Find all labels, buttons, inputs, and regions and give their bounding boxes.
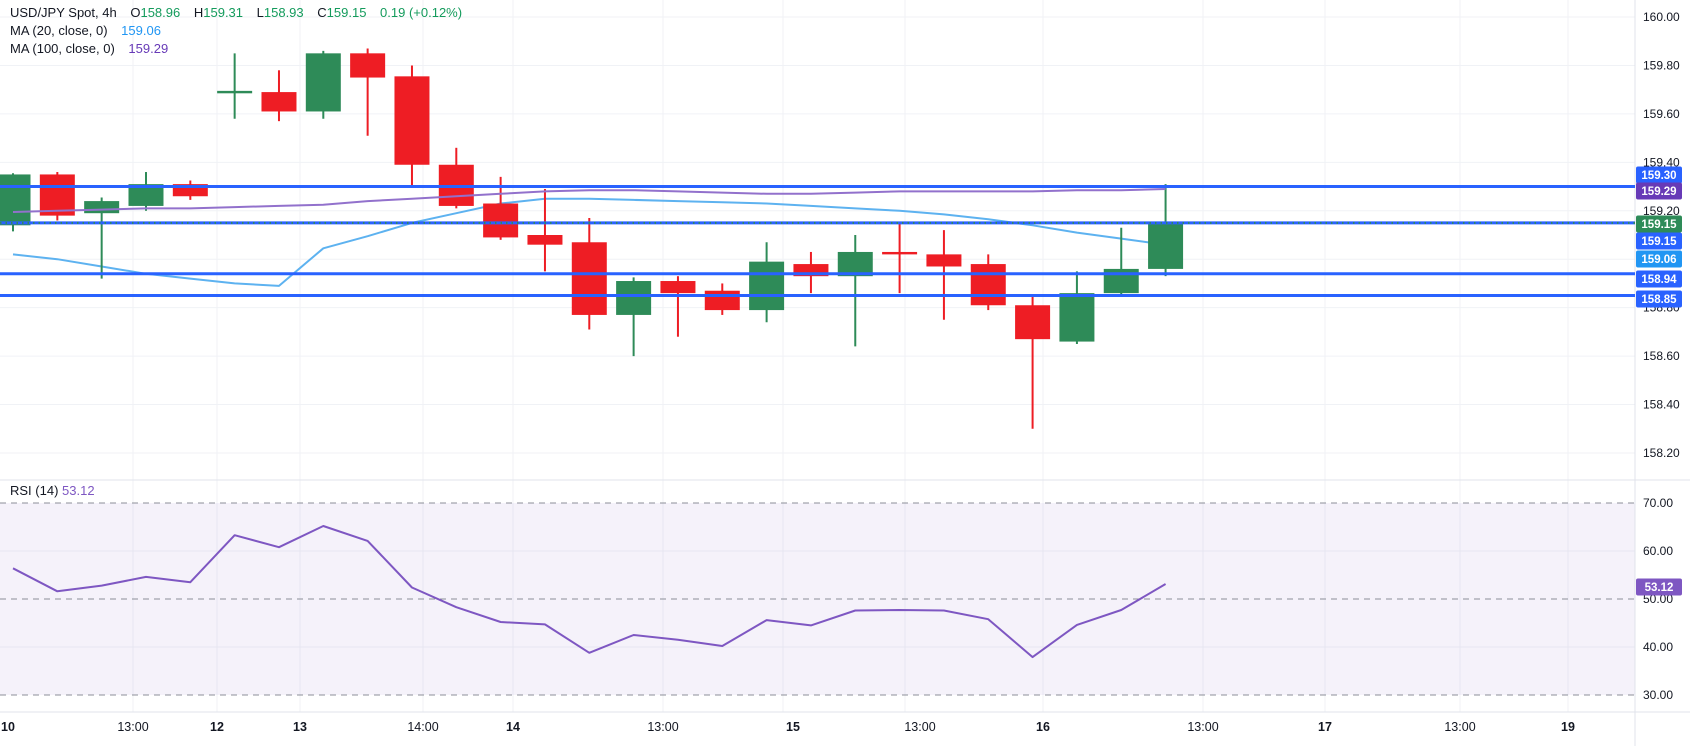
price-axis[interactable] (1635, 0, 1690, 712)
time-axis-label: 13:00 (117, 720, 148, 734)
price-axis-tick: 160.00 (1643, 10, 1680, 24)
candle[interactable] (350, 53, 386, 78)
open-label: O (130, 5, 141, 20)
rsi-line[interactable] (12, 525, 1167, 659)
axis-price-badge (1636, 166, 1682, 184)
candle[interactable] (128, 184, 164, 206)
candle[interactable] (261, 92, 297, 112)
price-axis-tick: 159.60 (1643, 107, 1680, 121)
low-label: L (256, 5, 264, 20)
axis-price-badge-text: 159.15 (1641, 236, 1677, 248)
rsi-axis-tick: 40.00 (1643, 640, 1673, 654)
ma100-line[interactable] (12, 188, 1166, 213)
candle[interactable] (749, 261, 785, 311)
candle[interactable] (305, 53, 341, 112)
axis-price-badge-text: 158.94 (1641, 274, 1677, 286)
axis-price-badge (1636, 250, 1682, 268)
axis-price-badge (1636, 578, 1682, 596)
candle[interactable] (616, 281, 652, 315)
axis-price-badge (1636, 290, 1682, 308)
time-axis-label: 15 (786, 720, 800, 734)
axis-price-badge-text: 159.30 (1641, 170, 1676, 182)
time-axis-label: 13:00 (1187, 720, 1218, 734)
candle[interactable] (882, 251, 918, 255)
rsi-legend[interactable]: RSI (14) 53.12 (10, 483, 95, 498)
change-value: 0.19 (+0.12%) (380, 5, 463, 20)
time-axis-label: 17 (1318, 720, 1332, 734)
candle[interactable] (926, 254, 962, 267)
time-axis-label: 14:00 (407, 720, 438, 734)
high-value: 159.31 (203, 5, 244, 20)
axis-price-badge (1636, 215, 1682, 233)
rsi-axis-tick: 60.00 (1643, 544, 1673, 558)
high-label: H (193, 5, 204, 20)
axis-price-badge-text: 159.06 (1641, 254, 1676, 266)
rsi-axis-tick: 30.00 (1643, 688, 1673, 702)
rsi-label: RSI (14) (10, 483, 59, 498)
candle[interactable] (1148, 222, 1184, 269)
candle[interactable] (0, 174, 31, 226)
axis-price-badge (1636, 182, 1682, 200)
time-axis-label: 14 (506, 720, 520, 734)
candle[interactable] (1015, 305, 1051, 340)
axis-price-badge (1636, 232, 1682, 250)
candle[interactable] (660, 281, 696, 294)
price-axis-tick: 158.20 (1643, 446, 1680, 460)
axis-price-badge-text: 158.85 (1641, 294, 1677, 306)
time-axis-label: 19 (1561, 720, 1575, 734)
ma100-row[interactable]: MA (100, close, 0) 159.29 (10, 40, 462, 58)
candle[interactable] (217, 90, 253, 94)
open-value: 158.96 (140, 5, 181, 20)
symbol-legend: USD/JPY Spot, 4h O158.96 H159.31 L158.93… (10, 4, 462, 58)
price-axis-tick: 159.20 (1643, 204, 1680, 218)
ma100-label: MA (100, close, 0) (10, 41, 115, 56)
ma20-line[interactable] (12, 197, 1166, 287)
low-value: 158.93 (263, 5, 304, 20)
candle[interactable] (483, 203, 519, 238)
ma100-value: 159.29 (128, 41, 169, 56)
time-axis-label: 10 (1, 720, 15, 734)
time-axis-label: 13:00 (904, 720, 935, 734)
price-axis-tick: 159.40 (1643, 155, 1680, 169)
candle[interactable] (39, 174, 75, 216)
candle[interactable] (527, 235, 563, 245)
candle[interactable] (970, 264, 1006, 306)
axis-price-badge (1636, 270, 1682, 288)
candle[interactable] (84, 201, 120, 214)
time-axis[interactable] (0, 712, 1690, 746)
axis-price-badge-text: 159.15 (1641, 219, 1677, 231)
time-axis-label: 13:00 (1444, 720, 1475, 734)
time-axis-label: 13:00 (647, 720, 678, 734)
time-axis-label: 12 (210, 720, 224, 734)
rsi-axis-tick: 70.00 (1643, 496, 1673, 510)
ma20-value: 159.06 (121, 23, 161, 38)
axis-price-badge-text: 53.12 (1645, 582, 1674, 594)
price-axis-tick: 158.60 (1643, 349, 1680, 363)
candle[interactable] (704, 290, 740, 311)
price-axis-tick: 159.80 (1643, 58, 1680, 72)
candle[interactable] (394, 76, 430, 165)
symbol-row[interactable]: USD/JPY Spot, 4h O158.96 H159.31 L158.93… (10, 4, 462, 22)
close-label: C (317, 5, 327, 20)
time-axis-label: 16 (1036, 720, 1050, 734)
close-value: 159.15 (326, 5, 367, 20)
price-axis-tick: 158.40 (1643, 398, 1680, 412)
symbol-title[interactable]: USD/JPY Spot, 4h (10, 5, 117, 20)
candle[interactable] (571, 242, 607, 315)
candle[interactable] (1059, 293, 1095, 342)
ma20-row[interactable]: MA (20, close, 0) 159.06 (10, 22, 462, 40)
axis-price-badge-text: 159.29 (1641, 186, 1676, 198)
ma20-label: MA (20, close, 0) (10, 23, 108, 38)
time-axis-label: 13 (293, 720, 307, 734)
rsi-value: 53.12 (62, 483, 95, 498)
candle[interactable] (837, 251, 873, 277)
